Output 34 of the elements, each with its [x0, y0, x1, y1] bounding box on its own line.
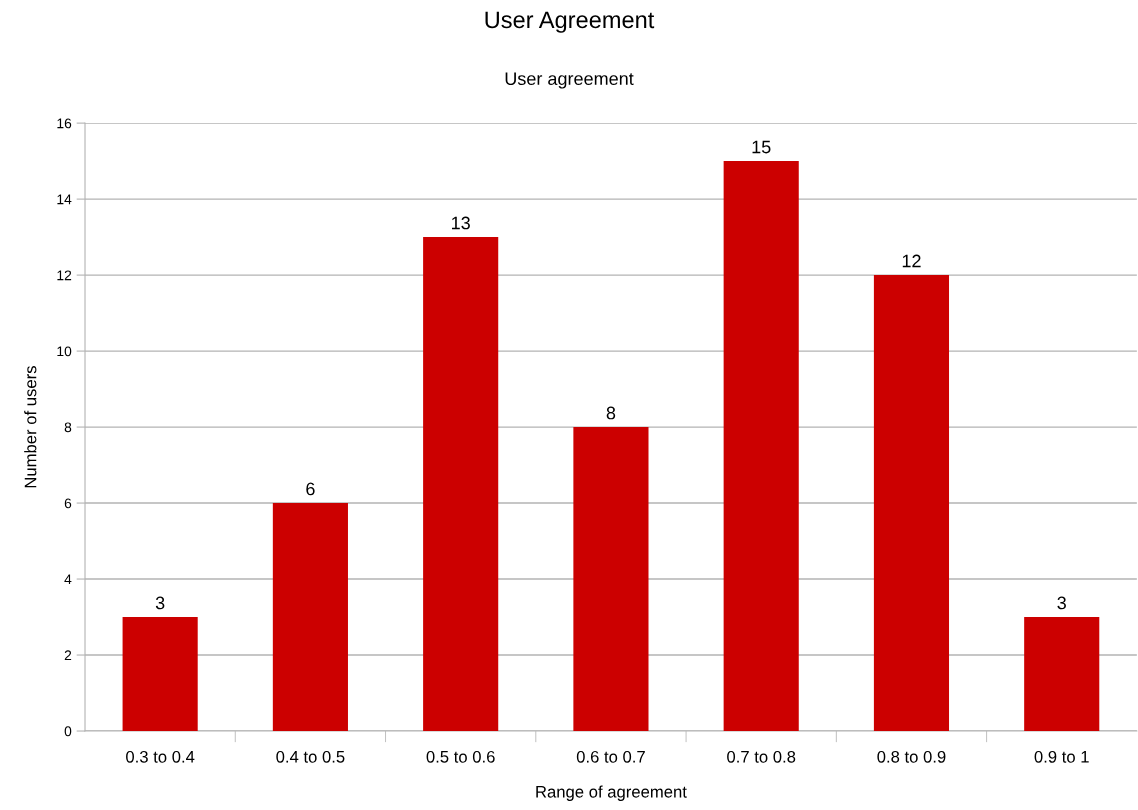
x-tick-label: 0.4 to 0.5 [276, 750, 345, 763]
chart-subtitle: User agreement [505, 72, 634, 89]
data-label: 3 [1057, 596, 1066, 610]
y-tick-label: 4 [64, 574, 72, 585]
bar [122, 617, 198, 732]
bar [723, 161, 799, 732]
y-tick-label: 14 [57, 194, 72, 205]
x-tick-label: 0.7 to 0.8 [727, 750, 796, 763]
chart-title: User Agreement [485, 11, 655, 33]
y-tick-label: 10 [57, 346, 72, 357]
x-tick-label: 0.5 to 0.6 [426, 750, 495, 763]
y-tick-label: 8 [64, 422, 72, 433]
bar [1024, 617, 1100, 732]
y-tick-label: 12 [57, 270, 72, 281]
y-tick-label: 0 [64, 726, 72, 737]
bar [873, 275, 950, 732]
x-tick-label: 0.3 to 0.4 [126, 750, 195, 763]
data-label: 3 [155, 596, 165, 610]
x-tick-label: 0.9 to 1 [1034, 750, 1089, 763]
data-label: 8 [606, 406, 616, 420]
data-label: 13 [452, 216, 470, 230]
bar [272, 503, 348, 732]
bar [423, 237, 499, 732]
y-axis-title: Number of users [24, 366, 37, 488]
data-label: 6 [306, 482, 315, 496]
y-tick-label: 16 [57, 118, 72, 129]
y-tick-label: 6 [64, 498, 72, 509]
x-axis-title: Range of agreement [536, 785, 687, 801]
y-tick-label: 2 [64, 650, 72, 661]
bar [573, 427, 649, 732]
x-tick-label: 0.8 to 0.9 [877, 750, 946, 763]
data-label: 12 [902, 254, 921, 268]
x-tick-label: 0.6 to 0.7 [576, 750, 645, 763]
data-label: 15 [752, 140, 771, 154]
